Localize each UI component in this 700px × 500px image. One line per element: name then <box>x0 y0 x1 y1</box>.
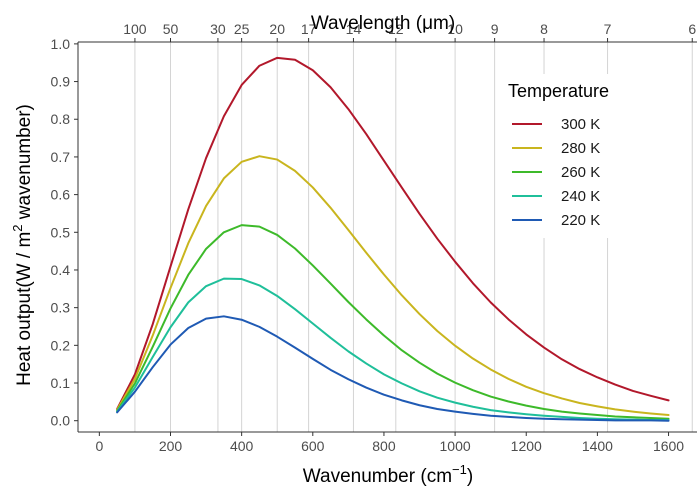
x-tick-label-1000: 1000 <box>440 438 471 454</box>
legend: Temperature 300 K 280 K 260 K 240 K 220 K <box>500 74 640 238</box>
y-tick-label-10: 1.0 <box>51 36 71 52</box>
top-tick-label-30: 30 <box>210 21 226 37</box>
series-line-220-k <box>116 315 670 422</box>
x-tick-label-1600: 1600 <box>653 438 684 454</box>
top-tick-label-12: 12 <box>388 21 404 37</box>
top-tick-label-20: 20 <box>269 21 285 37</box>
x-axis-title-close: ) <box>467 466 473 487</box>
y-tick-label-5: 0.5 <box>51 224 71 240</box>
y-tick-label-2: 0.2 <box>51 337 71 353</box>
x-tick-label-1400: 1400 <box>582 438 613 454</box>
legend-label-260-k: 260 K <box>561 164 600 181</box>
y-tick-label-4: 0.4 <box>51 262 71 278</box>
legend-label-240-k: 240 K <box>561 188 600 205</box>
y-axis-title-suffix: wavenumber) <box>14 104 35 224</box>
x-tick-label-0: 0 <box>95 438 103 454</box>
top-tick-label-17: 17 <box>301 21 317 37</box>
top-tick-label-25: 25 <box>234 21 250 37</box>
x-tick-label-1200: 1200 <box>511 438 542 454</box>
y-tick-label-1: 0.1 <box>51 375 71 391</box>
x-tick-label-800: 800 <box>372 438 396 454</box>
x-axis-title-unit-exp: −1 <box>452 462 467 477</box>
legend-background <box>500 74 640 238</box>
x-tick-label-200: 200 <box>159 438 183 454</box>
top-tick-label-8: 8 <box>540 21 548 37</box>
y-tick-label-3: 0.3 <box>51 300 71 316</box>
series-line-300-k <box>116 56 670 411</box>
top-tick-label-14: 14 <box>346 21 362 37</box>
x-axis-title: Wavenumber (cm−1) <box>303 462 473 487</box>
legend-label-220-k: 220 K <box>561 212 600 229</box>
y-axis-title-prefix: Heat output(W / m <box>14 232 35 386</box>
series-line-240-k <box>116 277 670 421</box>
legend-items: 300 K 280 K 260 K 240 K 220 K <box>512 116 600 229</box>
y-tick-label-0: 0.0 <box>51 413 71 429</box>
top-tick-label-10: 10 <box>447 21 463 37</box>
tick-labels: 100 50 30 25 20 17 14 12 10 9 8 7 6 0 200 400 600 800 1000… <box>51 21 697 454</box>
legend-label-280-k: 280 K <box>561 140 600 157</box>
legend-label-300-k: 300 K <box>561 116 600 133</box>
series-line-280-k <box>116 155 670 417</box>
top-tick-label-6: 6 <box>688 21 696 37</box>
top-tick-label-7: 7 <box>604 21 612 37</box>
x-axis-title-main: Wavenumber <box>303 466 416 487</box>
y-tick-label-6: 0.6 <box>51 187 71 203</box>
y-tick-label-9: 0.9 <box>51 74 71 90</box>
top-tick-label-100: 100 <box>123 21 147 37</box>
legend-title: Temperature <box>508 81 609 101</box>
y-tick-label-8: 0.8 <box>51 111 71 127</box>
series-lines <box>116 56 670 422</box>
x-axis-title-open: ( <box>415 466 427 487</box>
y-axis-title-exp: 2 <box>10 224 25 231</box>
series-line-260-k <box>116 224 670 420</box>
x-tick-label-400: 400 <box>230 438 254 454</box>
axes <box>77 41 697 433</box>
y-axis-title: Heat output(W / m2 wavenumber) <box>10 104 35 386</box>
y-tick-label-7: 0.7 <box>51 149 71 165</box>
top-tick-label-9: 9 <box>491 21 499 37</box>
top-axis-title: Wavelength (μm) <box>311 13 455 34</box>
top-tick-label-50: 50 <box>163 21 179 37</box>
x-axis-title-unit: cm <box>427 466 452 487</box>
x-tick-label-600: 600 <box>301 438 325 454</box>
